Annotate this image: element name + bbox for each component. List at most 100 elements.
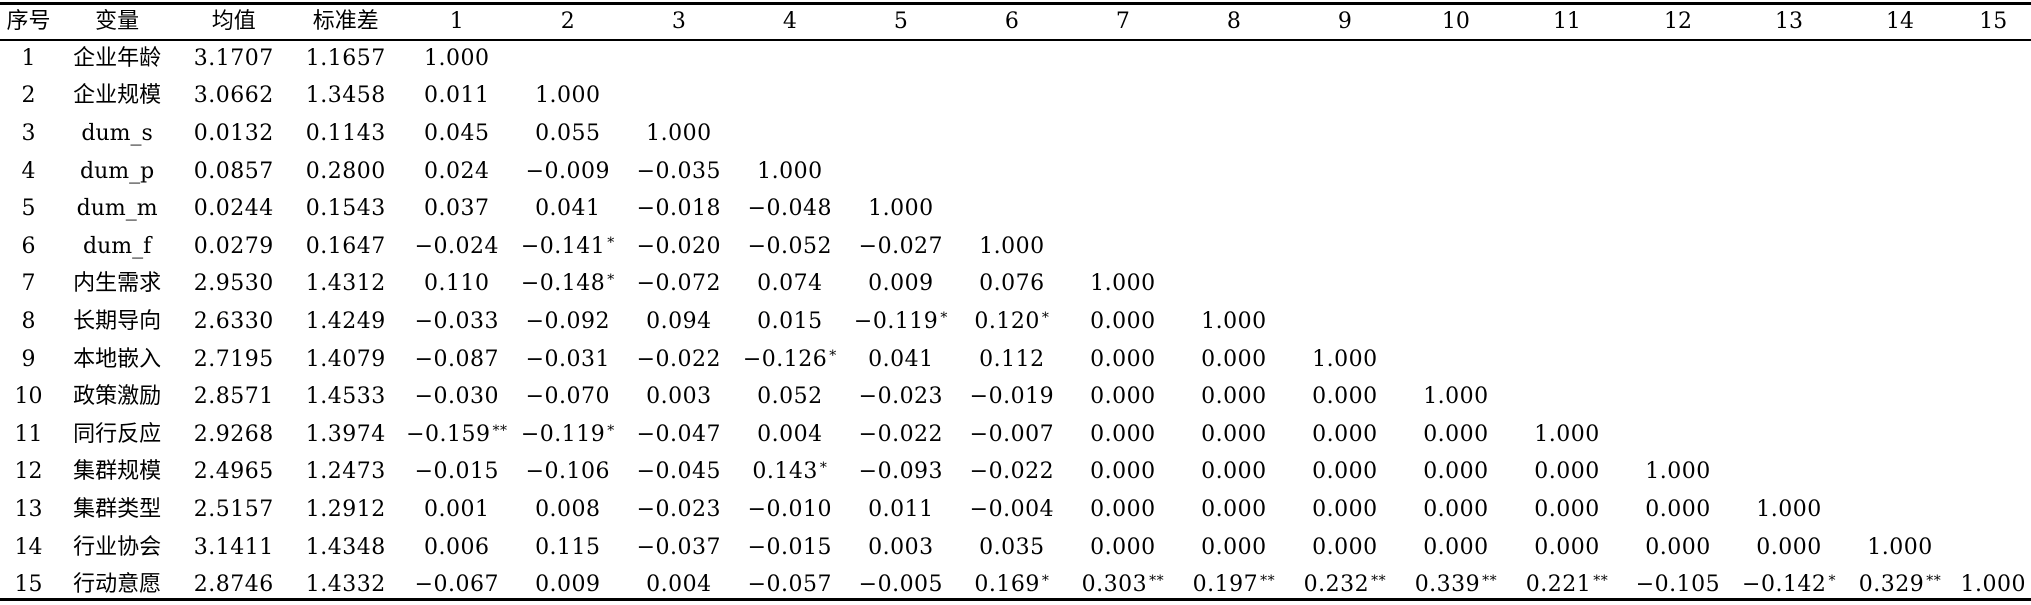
empty-cell [1289,78,1400,116]
correlation-cell: 0.009 [845,266,956,304]
correlation-cell: 0.000 [1511,454,1622,492]
correlation-cell: 0.037 [401,190,512,228]
table-row: 3 dum_s 0.0132 0.1143 0.045 0.055 1.000 [0,115,2031,153]
empty-cell [623,78,734,116]
sd-cell: 0.2800 [305,158,386,184]
correlation-cell: −0.023 [623,491,734,529]
correlation-value: −0.022 [969,459,1055,485]
empty-cell [1622,153,1733,191]
empty-cell [1511,303,1622,341]
variable-name-cell: 企业规模 [73,83,162,109]
correlation-cell: 0.000 [1178,491,1289,529]
empty-cell [1622,341,1733,379]
mean-cell: 2.4965 [193,459,274,485]
correlation-value: 0.000 [1312,496,1378,522]
correlation-value: −0.010 [747,496,833,522]
correlation-value: 0.041 [868,346,934,372]
empty-cell [512,40,623,78]
variable-name-cell: dum_s [81,120,153,146]
correlation-value: 1.000 [1090,271,1156,297]
correlation-cell: −0.092 [512,303,623,341]
variable-name-cell: 企业年龄 [73,45,162,71]
significance-marker: * [829,347,837,364]
empty-cell [1956,341,2031,379]
empty-cell [1400,40,1511,78]
empty-cell [1289,228,1400,266]
correlation-cell: 0.000 [1622,491,1733,529]
table-row: 1 企业年龄 3.1707 1.1657 1.000 [0,40,2031,78]
empty-cell [1733,190,1844,228]
variable-name-cell: dum_m [76,196,158,222]
empty-cell [1067,40,1178,78]
column-header-number: 8 [1226,9,1241,34]
correlation-cell: 0.003 [845,529,956,567]
empty-cell [1622,303,1733,341]
correlation-cell: 0.120 * [956,303,1067,341]
correlation-value: 0.000 [1312,459,1378,485]
correlation-cell: −0.010 [734,491,845,529]
empty-cell [1733,115,1844,153]
correlation-cell: 1.000 [1178,303,1289,341]
empty-cell [1511,341,1622,379]
correlation-cell: 0.000 [1289,454,1400,492]
empty-cell [1511,115,1622,153]
correlation-cell: −0.030 [401,378,512,416]
correlation-cell: 1.000 [1289,341,1400,379]
empty-cell [1622,40,1733,78]
correlation-value: −0.020 [636,233,722,259]
correlation-cell: 0.000 [1400,416,1511,454]
correlation-cell: −0.023 [845,378,956,416]
column-header-number: 9 [1337,9,1352,34]
correlation-cell: 0.000 [1289,529,1400,567]
correlation-cell: −0.009 [512,153,623,191]
empty-cell [1400,190,1511,228]
mean-cell: 2.7195 [193,346,274,372]
variable-name-cell: 政策激励 [73,384,162,410]
correlation-value: 0.011 [868,496,934,522]
correlation-value: 0.000 [1090,496,1156,522]
correlation-cell: 0.232 ** [1289,566,1400,604]
empty-cell [1511,190,1622,228]
correlation-cell: 0.000 [1067,378,1178,416]
correlation-cell: 0.000 [1289,491,1400,529]
correlation-cell: 1.000 [623,115,734,153]
correlation-cell: −0.047 [623,416,734,454]
correlation-value: 0.329 [1858,572,1925,598]
sd-cell: 1.4249 [305,308,386,334]
correlation-value: 0.000 [1756,534,1822,560]
correlation-value: 0.045 [424,120,490,146]
correlation-cell: 0.008 [512,491,623,529]
correlation-value: −0.119 [853,308,939,334]
empty-cell [1956,228,2031,266]
correlation-cell: 0.003 [623,378,734,416]
empty-cell [1289,153,1400,191]
correlation-value: −0.142 [1742,572,1827,598]
variable-name-cell: 内生需求 [73,271,162,297]
empty-cell [845,40,956,78]
correlation-value: 0.000 [1201,496,1267,522]
sd-cell: 1.3974 [305,421,386,447]
correlation-cell: 0.143 * [734,454,845,492]
correlation-value: −0.087 [414,346,499,372]
correlation-cell: 1.000 [734,153,845,191]
empty-cell [1400,153,1511,191]
empty-cell [1844,40,1955,78]
correlation-value: 1.000 [1756,496,1822,522]
correlation-cell: 1.000 [1733,491,1844,529]
table-row: 12 集群规模 2.4965 1.2473 −0.015 −0.106 −0.045 0.14… [0,454,2031,492]
correlation-cell: 0.000 [1511,491,1622,529]
correlation-value: 0.052 [757,384,823,410]
sd-cell: 0.1143 [305,120,386,146]
correlation-value: 0.169 [974,572,1040,598]
correlation-cell: −0.037 [623,529,734,567]
correlation-value: −0.067 [414,572,499,598]
column-header-number: 13 [1774,9,1803,34]
mean-cell: 0.0244 [193,196,274,222]
empty-cell [1956,454,2031,492]
correlation-cell: 1.000 [512,78,623,116]
correlation-cell: −0.022 [623,341,734,379]
row-index-cell: 13 [14,496,43,522]
correlation-cell: 0.045 [401,115,512,153]
correlation-cell: 0.000 [1178,341,1289,379]
